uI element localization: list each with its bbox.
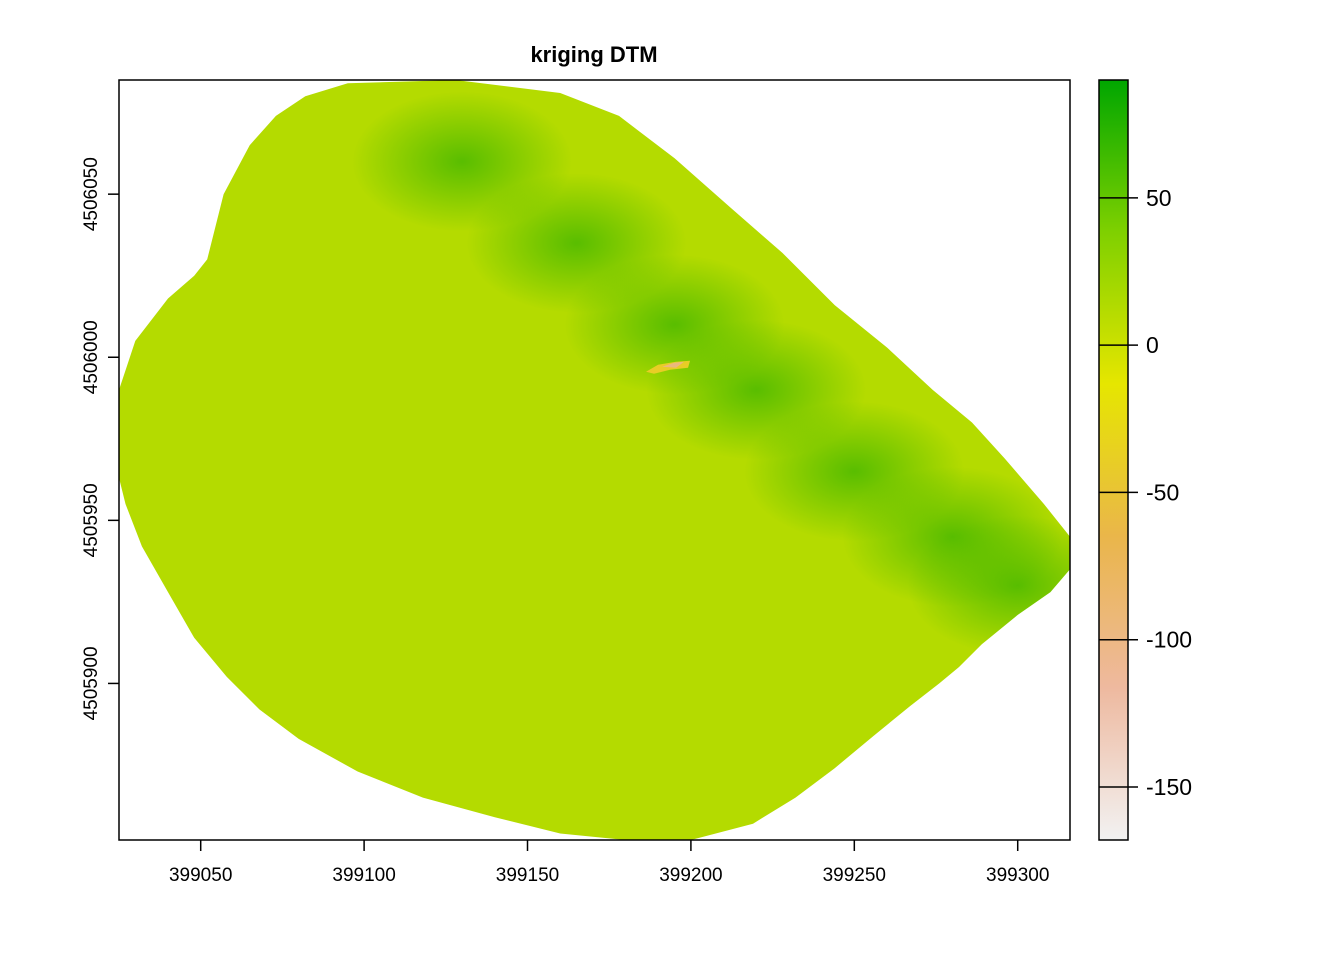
x-tick-label: 399200 [659,865,722,886]
y-tick-label: 4506000 [81,320,102,394]
dtm-surface [119,80,1070,840]
legend-tick-label: -150 [1146,774,1192,800]
y-tick-label: 4506050 [81,157,102,231]
legend-color-bar [1098,79,1129,841]
y-tick-label: 4505950 [81,483,102,557]
legend-tick-label: -50 [1146,479,1179,505]
y-tick-label: 4505900 [81,646,102,720]
chart-title: kriging DTM [530,42,657,67]
plot-area [119,80,1070,840]
dtm-anomaly-core [662,361,685,368]
plot-frame [118,79,1071,841]
x-tick-label: 399050 [169,865,232,886]
y-axis: 4505900 4505950 4506000 4506050 [81,157,119,720]
legend-tick-label: -100 [1146,627,1192,653]
x-tick-label: 399150 [496,865,559,886]
x-axis: 399050 399100 399150 399200 399250 399300 [169,840,1049,886]
color-legend: -150 -100 -50 0 50 [1098,79,1192,841]
x-tick-label: 399300 [986,865,1049,886]
x-tick-label: 399250 [823,865,886,886]
legend-tick-label: 50 [1146,185,1172,211]
legend-tick-label: 0 [1146,332,1159,358]
dtm-ridge [352,91,1070,656]
x-tick-label: 399100 [332,865,395,886]
